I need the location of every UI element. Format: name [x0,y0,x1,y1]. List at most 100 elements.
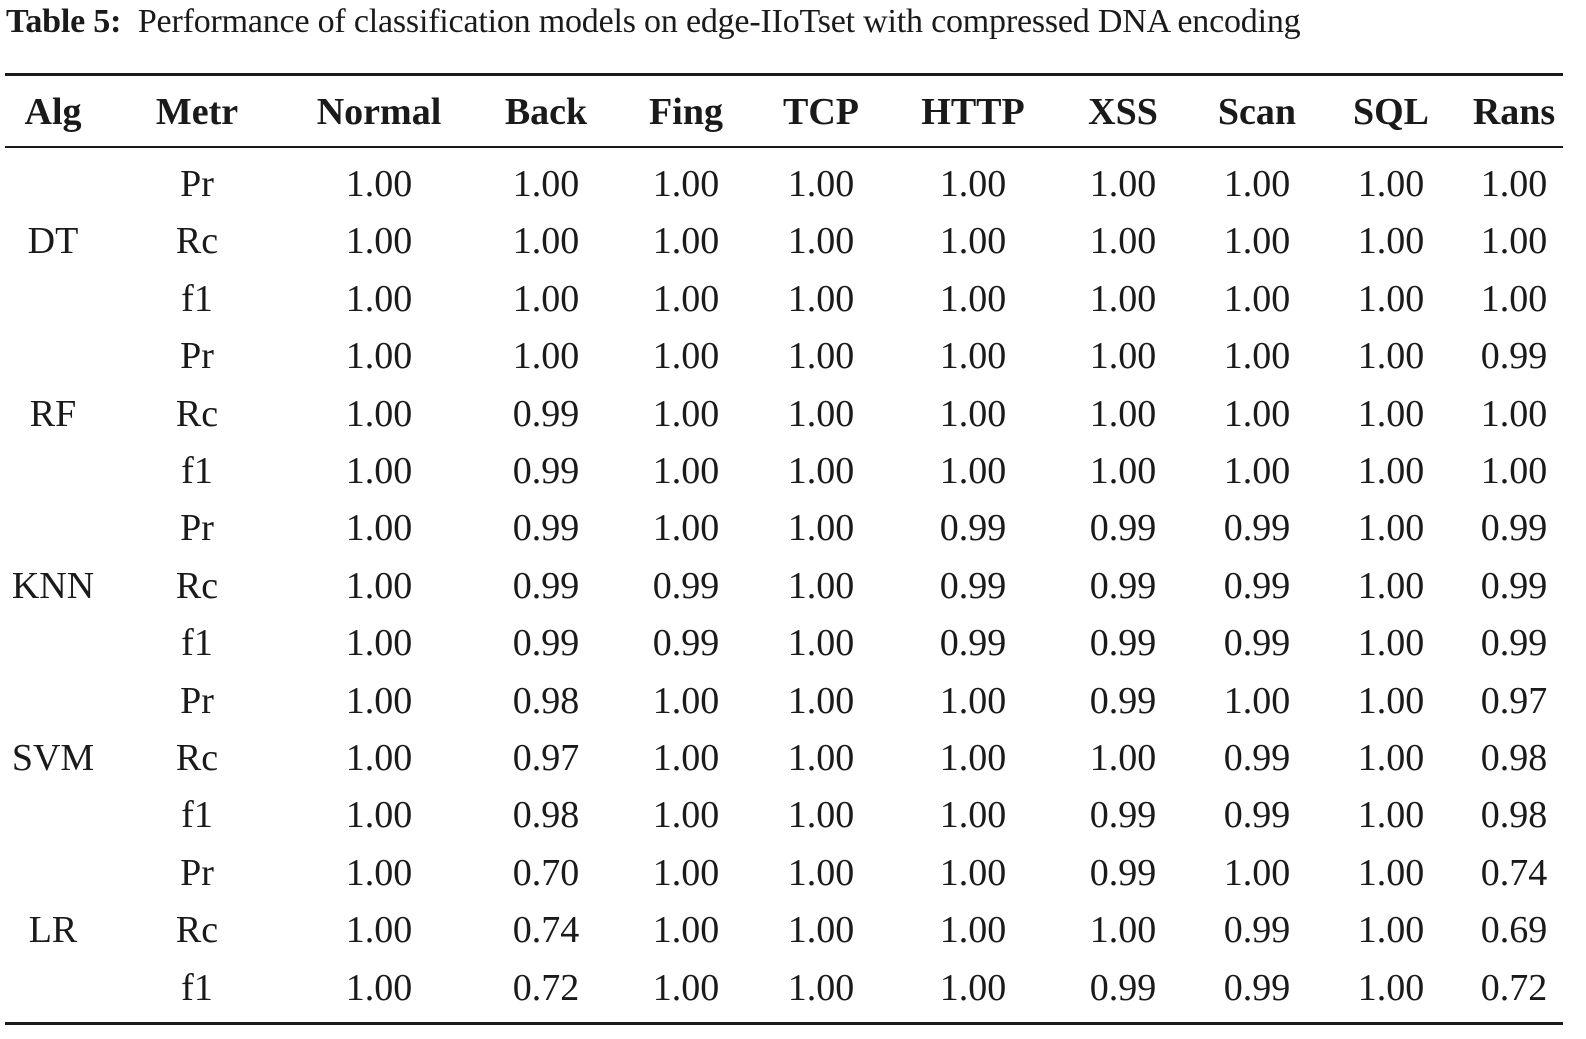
table-row: f1 1.00 0.99 0.99 1.00 0.99 0.99 0.99 1.00 0.99 [5,615,1563,672]
column-header: TCP [783,91,859,133]
value-cell: 1.00 [1089,450,1157,493]
value-cell: 1.00 [1089,737,1157,780]
table-row: SVM Pr 1.00 0.98 1.00 1.00 1.00 0.99 1.00 1.00 0.9… [5,673,1563,779]
value-cell: 1.00 [1480,220,1548,263]
column-header: Alg [24,91,82,133]
value-cell: 1.00 [1357,966,1425,1009]
metric-cell: f1 [181,450,213,493]
table-row: Rc 1.00 0.99 1.00 1.00 1.00 1.00 1.00 1.00 1.00 [5,386,1563,443]
value-cell: 1.00 [1357,564,1425,607]
value-cell: 1.00 [939,277,1007,320]
value-cell: 1.00 [345,737,413,780]
table-row: Rc 1.00 0.97 1.00 1.00 1.00 1.00 0.99 1.00 0.98 [5,730,1563,787]
value-cell: 1.00 [1357,851,1425,894]
value-cell: 1.00 [652,794,720,837]
value-cell: 1.00 [1089,335,1157,378]
value-cell: 1.00 [512,220,580,263]
metric-cell: Rc [175,737,219,780]
table-header-row: Alg Metr Normal Back Fing TCP HTTP XSS Scan SQL Ra… [5,76,1563,148]
value-cell: 1.00 [939,794,1007,837]
value-cell: 1.00 [345,679,413,722]
value-cell: 0.99 [1089,966,1157,1009]
value-cell: 0.99 [1480,622,1548,665]
value-cell: 0.97 [512,737,580,780]
value-cell: 1.00 [512,335,580,378]
value-cell: 1.00 [1223,163,1291,205]
value-cell: 0.99 [939,564,1007,607]
caption-label: Table 5: [6,3,122,40]
value-cell: 1.00 [1357,794,1425,837]
value-cell: 1.00 [1223,277,1291,320]
metric-cell: f1 [181,794,213,837]
metric-cell: Rc [175,909,219,952]
value-cell: 0.99 [939,507,1007,550]
value-cell: 0.99 [939,622,1007,665]
value-cell: 1.00 [787,450,855,493]
value-cell: 1.00 [1357,507,1425,550]
value-cell: 1.00 [939,163,1007,205]
value-cell: 1.00 [787,851,855,894]
spacer-row [5,148,1563,156]
results-table: Alg Metr Normal Back Fing TCP HTTP XSS Scan SQL Ra… [5,76,1563,1017]
value-cell: 0.72 [1480,966,1548,1009]
value-cell: 1.00 [787,737,855,780]
value-cell: 1.00 [1357,909,1425,952]
value-cell: 1.00 [1357,277,1425,320]
value-cell: 0.99 [1480,564,1548,607]
value-cell: 1.00 [345,335,413,378]
column-header: Fing [649,91,723,133]
value-cell: 1.00 [652,392,720,435]
value-cell: 0.69 [1480,909,1548,952]
value-cell: 1.00 [939,851,1007,894]
table-row: DT Pr 1.00 1.00 1.00 1.00 1.00 1.00 1.00 1.00 1.00 [5,156,1563,262]
value-cell: 1.00 [1223,335,1291,378]
value-cell: 1.00 [345,392,413,435]
value-cell: 1.00 [787,909,855,952]
value-cell: 1.00 [652,966,720,1009]
value-cell: 1.00 [652,851,720,894]
value-cell: 0.99 [1089,679,1157,722]
value-cell: 1.00 [652,277,720,320]
column-header: Rans [1472,91,1556,133]
value-cell: 1.00 [1089,220,1157,263]
value-cell: 1.00 [787,335,855,378]
table-row: Rc 1.00 0.99 0.99 1.00 0.99 0.99 0.99 1.00 0.99 [5,558,1563,615]
value-cell: 1.00 [1480,392,1548,435]
algorithm-cell: KNN [11,564,95,607]
metric-cell: f1 [181,622,213,665]
spacer-cell [5,148,1563,156]
value-cell: 1.00 [787,277,855,320]
value-cell: 1.00 [787,622,855,665]
table-row: f1 1.00 1.00 1.00 1.00 1.00 1.00 1.00 1.00 1.00 [5,271,1563,328]
value-cell: 1.00 [345,966,413,1009]
value-cell: 0.99 [512,622,580,665]
table-header-rule [5,146,1563,148]
value-cell: 1.00 [939,737,1007,780]
value-cell: 0.74 [512,909,580,952]
value-cell: 1.00 [939,450,1007,493]
metric-cell: Pr [180,507,214,550]
value-cell: 1.00 [1223,220,1291,263]
table-row: f1 1.00 0.98 1.00 1.00 1.00 0.99 0.99 1.00 0.98 [5,787,1563,844]
value-cell: 1.00 [652,737,720,780]
value-cell: 1.00 [1357,679,1425,722]
metric-cell: Pr [180,851,214,894]
value-cell: 1.00 [787,679,855,722]
value-cell: 1.00 [1480,163,1548,205]
value-cell: 1.00 [787,220,855,263]
value-cell: 1.00 [939,392,1007,435]
value-cell: 1.00 [1357,737,1425,780]
table-row: LR Pr 1.00 0.70 1.00 1.00 1.00 0.99 1.00 1.00 0.74 [5,845,1563,951]
value-cell: 1.00 [939,909,1007,952]
column-header: Metr [155,91,239,133]
value-cell: 1.00 [345,220,413,263]
column-header: Back [504,91,588,133]
value-cell: 1.00 [787,794,855,837]
value-cell: 1.00 [787,507,855,550]
metric-cell: Pr [180,335,214,378]
value-cell: 1.00 [512,277,580,320]
value-cell: 1.00 [345,450,413,493]
value-cell: 1.00 [345,794,413,837]
value-cell: 1.00 [345,277,413,320]
value-cell: 0.99 [1089,507,1157,550]
